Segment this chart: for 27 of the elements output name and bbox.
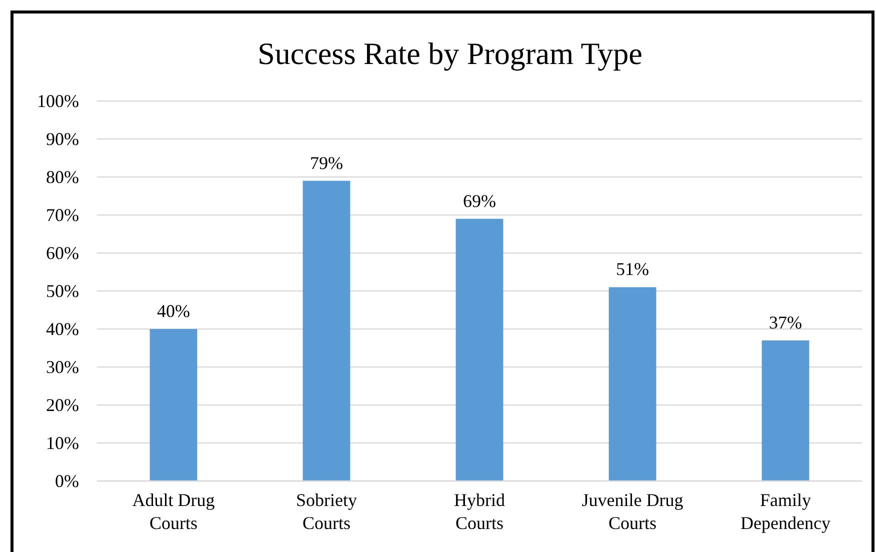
bar bbox=[608, 287, 656, 481]
bar bbox=[456, 218, 504, 481]
data-label: 51% bbox=[616, 259, 649, 280]
y-tick-label: 60% bbox=[46, 242, 79, 263]
x-tick-label: Hybrid Courts bbox=[454, 490, 505, 534]
y-tick-label: 10% bbox=[46, 432, 79, 453]
y-tick-label: 30% bbox=[46, 356, 79, 377]
y-tick-label: 90% bbox=[46, 128, 79, 149]
x-tick-label: Sobriety Courts bbox=[296, 490, 357, 534]
y-tick-label: 50% bbox=[46, 280, 79, 301]
y-tick-label: 20% bbox=[46, 394, 79, 415]
data-label: 40% bbox=[157, 301, 190, 321]
chart-title: Success Rate by Program Type bbox=[258, 36, 642, 71]
data-label: 37% bbox=[769, 312, 802, 332]
bar bbox=[150, 329, 198, 481]
y-tick-label: 0% bbox=[55, 470, 79, 491]
data-label: 79% bbox=[310, 152, 343, 173]
y-tick-label: 70% bbox=[46, 204, 79, 225]
y-tick-label: 40% bbox=[46, 318, 79, 339]
y-tick-label: 80% bbox=[46, 166, 79, 187]
bar bbox=[302, 180, 350, 481]
x-tick-label: Juvenile Drug Courts bbox=[582, 490, 684, 534]
y-tick-label: 100% bbox=[37, 90, 79, 111]
x-tick-label: Adult Drug Courts bbox=[132, 490, 215, 534]
x-tick-label: Family Dependency bbox=[740, 490, 830, 534]
bar bbox=[762, 340, 810, 481]
data-label: 69% bbox=[463, 190, 496, 211]
